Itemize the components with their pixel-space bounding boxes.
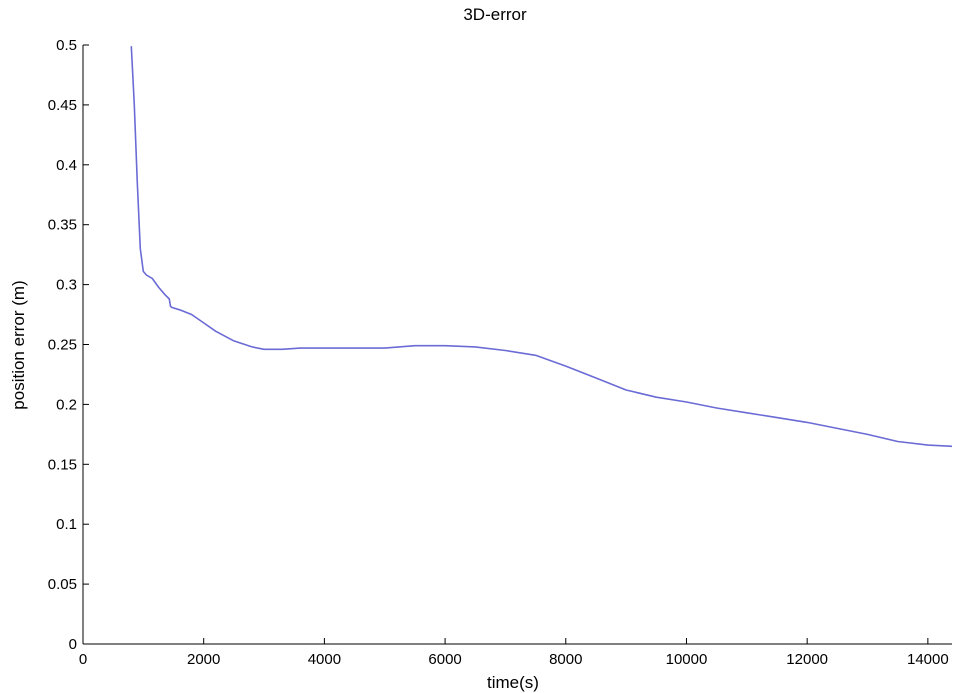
x-tick-label: 0 — [79, 651, 87, 668]
y-tick-label: 0.45 — [48, 97, 77, 114]
x-tick-label: 2000 — [187, 651, 220, 668]
y-tick-label: 0 — [69, 636, 77, 653]
y-tick-label: 0.3 — [56, 277, 77, 294]
chart-title: 3D-error — [463, 5, 527, 24]
x-tick-label: 4000 — [308, 651, 341, 668]
x-tick-label: 6000 — [428, 651, 461, 668]
y-tick-label: 0.1 — [56, 516, 77, 533]
x-axis-label: time(s) — [487, 673, 539, 692]
y-tick-label: 0.05 — [48, 576, 77, 593]
x-tick-label: 14000 — [907, 651, 949, 668]
y-tick-label: 0.35 — [48, 217, 77, 234]
y-tick-label: 0.25 — [48, 337, 77, 354]
y-tick-label: 0.15 — [48, 456, 77, 473]
x-axis-ticks: 0 2000 4000 6000 8000 10000 12000 14000 — [79, 638, 949, 668]
y-tick-label: 0.2 — [56, 396, 77, 413]
series-line — [130, 46, 953, 448]
x-tick-label: 8000 — [549, 651, 582, 668]
y-axis-ticks: 0 0.05 0.1 0.15 0.2 0.25 0.3 0.35 0.4 0.45 0.5 — [48, 37, 89, 653]
y-tick-label: 0.5 — [56, 37, 77, 54]
x-tick-label: 12000 — [786, 651, 828, 668]
y-tick-label: 0.4 — [56, 157, 77, 174]
x-tick-label: 10000 — [666, 651, 708, 668]
plot-area — [82, 45, 953, 645]
y-axis-label: position error (m) — [9, 280, 28, 409]
